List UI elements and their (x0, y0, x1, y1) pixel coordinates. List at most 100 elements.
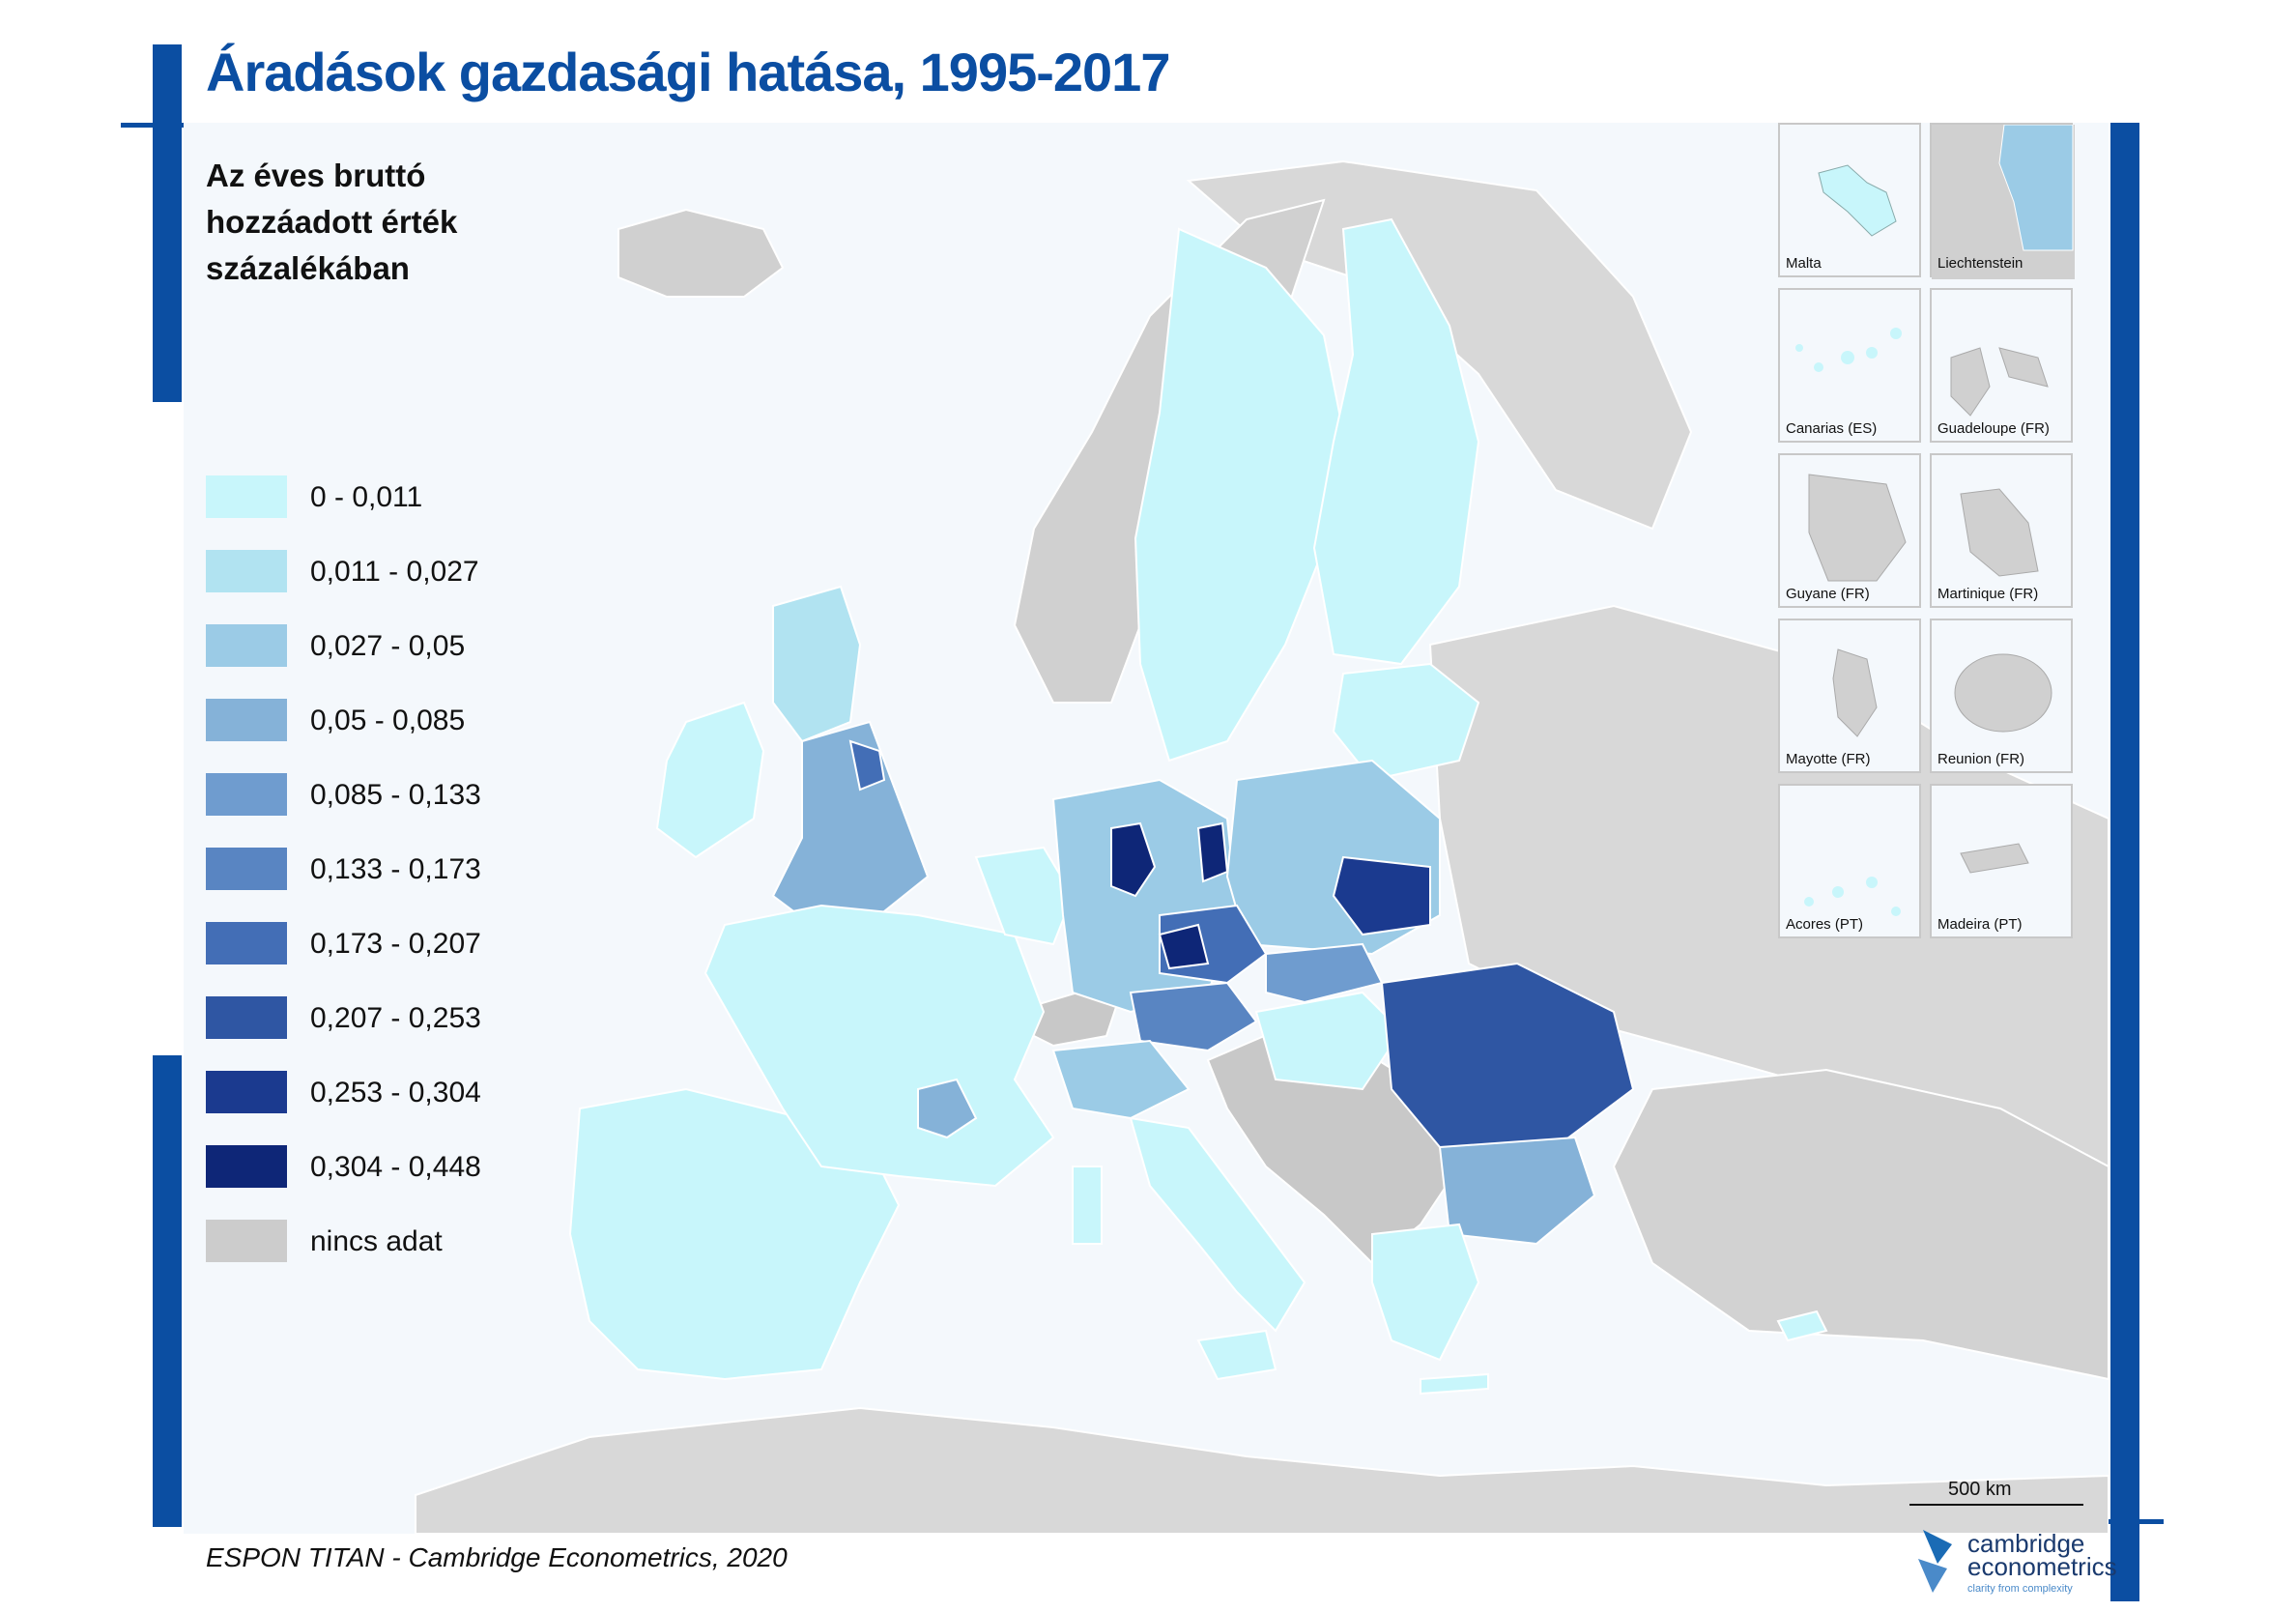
inset-acores-shape (1804, 877, 1901, 916)
subtitle-line: Az éves bruttó (206, 158, 426, 193)
legend-swatch (206, 1220, 287, 1262)
region-italy-north (1051, 1039, 1191, 1120)
region-slovakia (1265, 942, 1384, 1004)
region-baltics (1332, 662, 1480, 782)
region-sicily (1196, 1329, 1277, 1381)
inset-reunion-shape (1954, 653, 2052, 733)
region-sweden (1134, 227, 1345, 763)
legend-label: 0,173 - 0,207 (310, 928, 481, 960)
legend-swatch (206, 624, 287, 667)
region-greece (1371, 1223, 1480, 1362)
region-sardinia (1072, 1166, 1103, 1245)
land-scandinavia-north (1186, 159, 1693, 531)
scale-label: 500 km (1948, 1479, 2012, 1500)
inset-mayotte: Mayotte (FR) (1778, 619, 1921, 773)
inset-label: Reunion (FR) (1937, 751, 2025, 767)
legend-item: 0,253 - 0,304 (206, 1071, 554, 1113)
inset-acores: Acores (PT) (1778, 784, 1921, 938)
inset-label: Guadeloupe (FR) (1937, 420, 2050, 437)
legend-item: 0,304 - 0,448 (206, 1145, 554, 1188)
legend-label: 0,027 - 0,05 (310, 630, 466, 662)
inset-guyane: Guyane (FR) (1778, 453, 1921, 608)
region-bulgaria (1438, 1136, 1596, 1246)
legend-item: 0,207 - 0,253 (206, 996, 554, 1039)
legend-label: 0 - 0,011 (310, 481, 423, 513)
inset-liechtenstein: Liechtenstein (1930, 123, 2075, 279)
cambridge-econometrics-logo: cambridge econometrics clarity from comp… (1913, 1525, 2117, 1602)
subtitle-line: hozzáadott érték (206, 204, 458, 240)
inset-label: Malta (1786, 255, 1822, 272)
inset-label: Liechtenstein (1937, 255, 2023, 272)
inset-label: Guyane (FR) (1786, 586, 1870, 602)
legend-label: 0,207 - 0,253 (310, 1002, 481, 1034)
region-crete (1420, 1372, 1489, 1396)
logo-mark-icon (1918, 1530, 1952, 1593)
legend-swatch (206, 699, 287, 741)
region-scotland (772, 585, 862, 743)
inset-canarias: Canarias (ES) (1778, 288, 1921, 443)
region-poland-se (1332, 855, 1431, 936)
region-germany-dark1 (1110, 821, 1157, 898)
legend-swatch (206, 773, 287, 816)
legend-label: 0,05 - 0,085 (310, 705, 466, 736)
inset-guadeloupe: Guadeloupe (FR) (1930, 288, 2073, 443)
legend-item: nincs adat (206, 1220, 554, 1262)
legend-label: nincs adat (310, 1225, 443, 1257)
region-england (771, 720, 930, 927)
region-hungary (1254, 991, 1403, 1091)
inset-madeira: Madeira (PT) (1930, 784, 2073, 938)
legend-item: 0,011 - 0,027 (206, 550, 554, 592)
legend-swatch (206, 922, 287, 964)
logo-tagline: clarity from complexity (1967, 1583, 2073, 1595)
inset-guyane-shape (1808, 474, 1907, 582)
frame-bar-left-bottom (153, 1055, 182, 1527)
legend-item: 0 - 0,011 (206, 475, 554, 518)
inset-martinique: Martinique (FR) (1930, 453, 2073, 608)
inset-malta: Malta (1778, 123, 1921, 277)
region-ireland (655, 701, 765, 859)
subtitle-line: százalékában (206, 250, 410, 286)
legend-item: 0,085 - 0,133 (206, 773, 554, 816)
legend-swatch (206, 996, 287, 1039)
region-czechia-dark (1158, 923, 1210, 970)
scale-line (1909, 1504, 2083, 1506)
region-germany-dark2 (1196, 821, 1229, 883)
legend-item: 0,027 - 0,05 (206, 624, 554, 667)
logo-text: cambridge (1967, 1529, 2085, 1558)
legend-item: 0,173 - 0,207 (206, 922, 554, 964)
inset-madeira-shape (1960, 843, 2029, 874)
legend-swatch (206, 1145, 287, 1188)
inset-mayotte-shape (1832, 648, 1878, 737)
frame-bar-left-top (153, 44, 182, 402)
source-credit: ESPON TITAN - Cambridge Econometrics, 20… (206, 1542, 788, 1572)
region-austria (1129, 981, 1258, 1052)
legend-label: 0,304 - 0,448 (310, 1151, 481, 1183)
inset-reunion: Reunion (FR) (1930, 619, 2073, 773)
inset-martinique-shape (1960, 488, 2039, 577)
land-turkey (1612, 1068, 2109, 1381)
legend-item: 0,133 - 0,173 (206, 848, 554, 890)
legend-item: 0,05 - 0,085 (206, 699, 554, 741)
legend-label: 0,085 - 0,133 (310, 779, 481, 811)
scale-bar: 500 km (1909, 1479, 2083, 1508)
region-france-south (917, 1078, 978, 1139)
inset-label: Acores (PT) (1786, 916, 1864, 933)
land-iceland (617, 208, 785, 298)
legend-swatch (206, 848, 287, 890)
inset-liechtenstein-shape (1932, 125, 2075, 279)
map-subtitle: Az éves bruttó hozzáadott érték százalék… (206, 153, 612, 292)
map-title: Áradások gazdasági hatása, 1995-2017 (206, 42, 1170, 102)
inset-canarias-shape (1795, 328, 1902, 372)
legend-label: 0,133 - 0,173 (310, 853, 481, 885)
inset-label: Madeira (PT) (1937, 916, 2023, 933)
inset-label: Mayotte (FR) (1786, 751, 1871, 767)
legend-swatch (206, 1071, 287, 1113)
legend-label: 0,011 - 0,027 (310, 556, 479, 588)
legend-label: 0,253 - 0,304 (310, 1077, 481, 1108)
legend-swatch (206, 550, 287, 592)
logo-text: econometrics (1967, 1552, 2117, 1581)
region-cyprus (1776, 1310, 1828, 1342)
region-italy (1129, 1116, 1306, 1333)
inset-label: Martinique (FR) (1937, 586, 2039, 602)
europe-map (415, 159, 2109, 1534)
